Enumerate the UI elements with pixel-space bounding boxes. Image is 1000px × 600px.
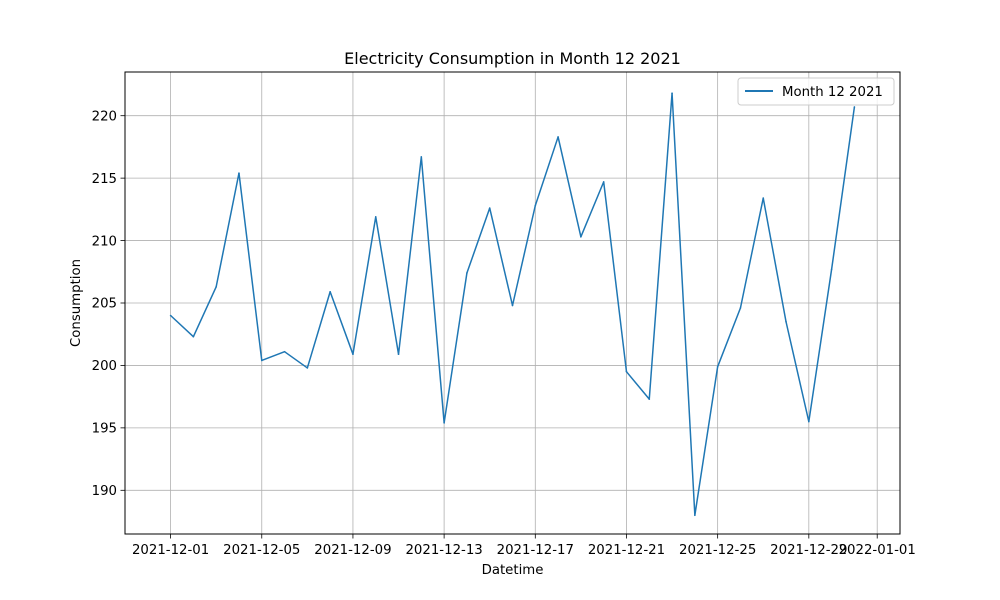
y-axis-title: Consumption xyxy=(69,259,84,347)
y-tick-label: 205 xyxy=(92,297,117,312)
x-tick-label: 2021-12-29 xyxy=(770,543,847,558)
data-point xyxy=(466,272,468,274)
grid xyxy=(125,72,900,534)
data-point xyxy=(169,314,172,317)
data-point xyxy=(420,156,423,158)
x-tick-label: 2021-12-05 xyxy=(223,543,300,558)
y-tick-label: 215 xyxy=(92,172,117,187)
data-point xyxy=(215,285,217,288)
data-point xyxy=(580,236,582,238)
y-tick-label: 190 xyxy=(92,484,117,499)
data-point xyxy=(238,172,240,174)
data-point xyxy=(329,290,331,293)
chart-title: Electricity Consumption in Month 12 2021 xyxy=(344,49,681,68)
data-point xyxy=(694,514,696,517)
y-axis: 190 195 200 205 210 215 220 xyxy=(92,109,125,499)
series-group xyxy=(169,92,856,517)
data-point xyxy=(716,365,719,368)
data-point xyxy=(534,204,537,207)
data-point xyxy=(511,304,514,307)
data-point xyxy=(853,106,856,108)
data-point xyxy=(260,359,263,362)
data-point xyxy=(397,353,400,355)
x-tick-label: 2021-12-09 xyxy=(314,543,391,558)
x-tick-label: 2021-12-01 xyxy=(132,543,209,558)
y-tick-label: 210 xyxy=(92,234,117,249)
data-point xyxy=(671,92,673,95)
data-point xyxy=(443,422,445,424)
x-tick-label: 2022-01-01 xyxy=(839,543,916,558)
data-point xyxy=(374,216,377,218)
data-point xyxy=(739,307,742,309)
y-tick-label: 220 xyxy=(92,109,117,124)
data-point xyxy=(762,197,765,199)
data-point xyxy=(648,398,651,400)
data-point xyxy=(808,420,810,423)
x-tick-label: 2021-12-25 xyxy=(679,543,756,558)
data-point xyxy=(625,370,628,373)
y-tick-label: 195 xyxy=(92,422,117,437)
x-tick-label: 2021-12-21 xyxy=(588,543,665,558)
x-tick-label: 2021-12-17 xyxy=(497,543,574,558)
data-point xyxy=(488,207,491,209)
data-point xyxy=(352,353,354,355)
x-tick-label: 2021-12-13 xyxy=(405,543,482,558)
x-axis: 2021-12-01 2021-12-05 2021-12-09 2021-12-13… xyxy=(132,534,916,558)
legend: Month 12 2021 xyxy=(737,77,895,106)
legend-box xyxy=(737,77,895,106)
data-point xyxy=(830,268,833,271)
x-axis-title: Datetime xyxy=(482,563,544,578)
data-point xyxy=(283,350,286,353)
data-point xyxy=(192,335,195,338)
y-tick-label: 200 xyxy=(92,359,117,374)
data-point xyxy=(602,181,605,183)
data-point xyxy=(306,367,309,369)
data-point xyxy=(785,320,787,323)
legend-label: Month 12 2021 xyxy=(782,85,883,100)
data-point xyxy=(557,136,559,138)
